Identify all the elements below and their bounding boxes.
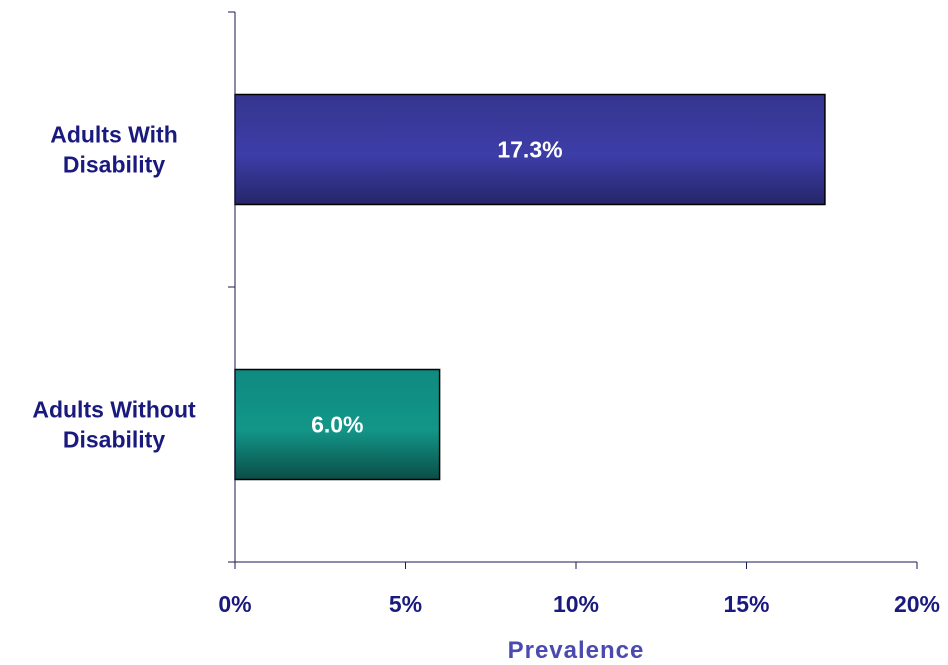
x-tick-label: 10% — [553, 591, 599, 617]
data-label-2: 6.0% — [311, 412, 363, 438]
category-label-1: Adults With Disability — [50, 122, 178, 178]
x-tick-label: 5% — [389, 591, 422, 617]
category-label-2: Adults Without Disability — [32, 397, 196, 453]
category-label-line: Adults Without — [32, 397, 196, 423]
x-tick-label: 0% — [218, 591, 251, 617]
axes-layer — [228, 11, 918, 569]
x-axis-title: Prevalence — [508, 637, 645, 664]
data-label-1: 17.3% — [497, 137, 562, 163]
category-label-line: Adults With — [50, 122, 178, 148]
labels-layer: 17.3% Adults With Disability 6.0% Adults Wit… — [32, 122, 940, 618]
category-label-line: Disability — [63, 152, 165, 178]
x-tick-label: 15% — [723, 591, 769, 617]
bar-1 — [234, 93, 826, 206]
bar-2 — [234, 368, 441, 481]
x-tick-label: 20% — [894, 591, 940, 617]
bars-layer — [234, 93, 826, 481]
category-label-line: Disability — [63, 427, 165, 453]
